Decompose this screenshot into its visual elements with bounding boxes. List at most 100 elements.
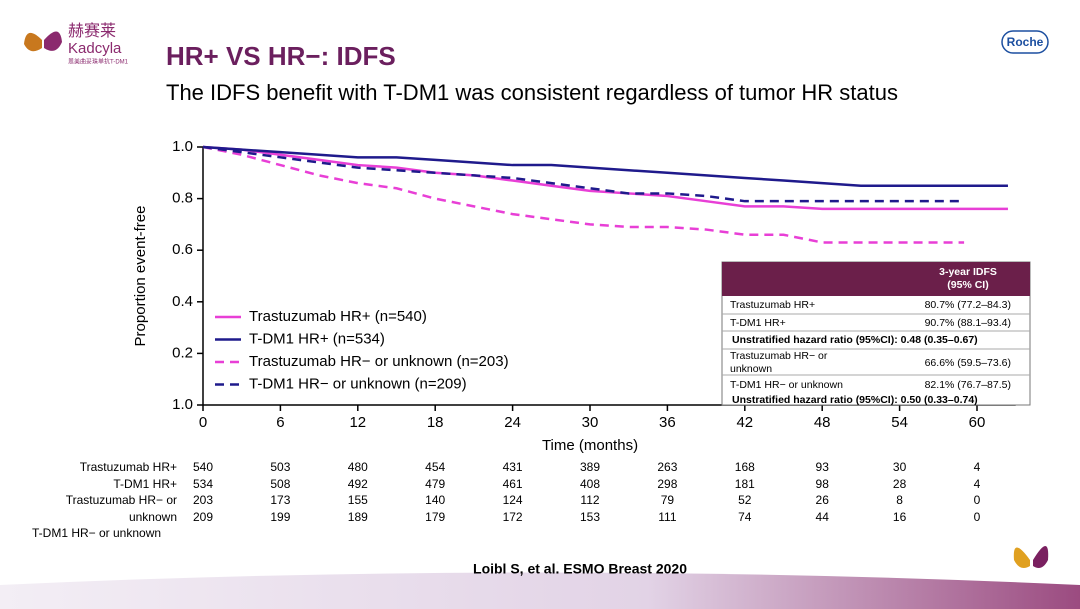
y-tick-label: 0.4	[172, 293, 193, 310]
brand: Roche	[1007, 35, 1044, 49]
risk-count: 112	[580, 493, 599, 507]
risk-count: 431	[503, 460, 523, 474]
risk-count: 52	[738, 493, 752, 507]
x-tick-label: 54	[891, 414, 908, 431]
risk-count: 492	[348, 477, 368, 491]
subtitle: The IDFS benefit with T-DM1 was consiste…	[166, 80, 898, 105]
risk-count: 168	[735, 460, 755, 474]
y-tick-label: 0.2	[172, 344, 193, 361]
risk-count: 79	[661, 493, 675, 507]
risk-count: 209	[193, 510, 213, 524]
x-tick-label: 48	[814, 414, 831, 431]
risk-count: 203	[193, 493, 213, 507]
risk-count: 111	[658, 510, 677, 524]
idfs-row-label: Trastuzumab HR+	[730, 299, 815, 311]
risk-count: 28	[893, 477, 907, 491]
risk-count: 44	[816, 510, 830, 524]
risk-count: 263	[657, 460, 677, 474]
y-tick-label: 0.8	[172, 190, 193, 207]
idfs-row-value: 80.7% (77.2–84.3)	[925, 299, 1011, 311]
x-axis-label: Time (months)	[542, 437, 638, 454]
y-tick-label: 1.0	[172, 396, 193, 413]
risk-row-label: T-DM1 HR+	[113, 477, 177, 491]
x-tick-label: 0	[199, 414, 207, 431]
risk-count: 480	[348, 460, 368, 474]
risk-count: 4	[974, 477, 981, 491]
risk-count: 199	[270, 510, 290, 524]
risk-count: 534	[193, 477, 213, 491]
risk-count: 540	[193, 460, 213, 474]
x-tick-label: 36	[659, 414, 676, 431]
brand-badge	[1001, 30, 1049, 54]
corner-butterfly	[1013, 546, 1049, 568]
chart: 1.00.20.40.60.81.00 6 12 18 24 30 36 42 48 54 60Ti…	[32, 138, 1031, 540]
risk-count: 389	[580, 460, 600, 474]
idfs-row-value: 90.7% (88.1–93.4)	[925, 317, 1011, 329]
risk-count: 124	[503, 493, 523, 507]
risk-row-label: Trastuzumab HR+	[80, 460, 177, 474]
x-tick-label: 18	[427, 414, 444, 431]
idfs-hazard-ratio: Unstratified hazard ratio (95%CI): 0.48 …	[732, 334, 978, 346]
km-curve	[202, 145, 1008, 211]
citation: Loibl S, et al. ESMO Breast 2020	[473, 561, 687, 577]
title: HR+ VS HR−: IDFS	[166, 41, 396, 71]
x-tick-label: 60	[969, 414, 986, 431]
y-tick-label: 1.0	[172, 138, 193, 155]
risk-count: 461	[503, 477, 523, 491]
legend-label: T-DM1 HR+ (n=534)	[249, 330, 385, 347]
risk-count: 408	[580, 477, 600, 491]
idfs-hazard-ratio: Unstratified hazard ratio (95%CI): 0.50 …	[732, 394, 978, 406]
risk-count: 4	[974, 460, 981, 474]
risk-count: 8	[896, 493, 903, 507]
risk-count: 140	[425, 493, 445, 507]
risk-count: 479	[425, 477, 445, 491]
risk-count: 155	[348, 493, 368, 507]
idfs-table-header: (95% CI)	[947, 279, 988, 291]
idfs-row-label: T-DM1 HR+	[730, 317, 786, 329]
risk-count: 153	[580, 510, 600, 524]
y-axis-label: Proportion event-free	[132, 206, 149, 347]
legend-label: Trastuzumab HR− or unknown (n=203)	[249, 353, 509, 370]
risk-count: 508	[270, 477, 290, 491]
x-tick-label: 42	[736, 414, 753, 431]
risk-row-label: Trastuzumab HR− or	[66, 493, 177, 507]
risk-count: 26	[816, 493, 830, 507]
idfs-row-label-line: unknown	[730, 363, 772, 375]
idfs-table-header-bg	[722, 262, 1030, 296]
km-curve	[202, 145, 965, 203]
idfs-row-label: Trastuzumab HR− or unknown	[730, 350, 828, 375]
idfs-row-value: 82.1% (76.7–87.5)	[925, 379, 1011, 391]
x-tick-label: 24	[504, 414, 521, 431]
x-tick-label: 30	[582, 414, 599, 431]
km-curve	[202, 145, 965, 244]
idfs-row-label: T-DM1 HR− or unknown	[730, 379, 843, 391]
idfs-row-value: 66.6% (59.5–73.6)	[925, 357, 1011, 369]
risk-count: 0	[974, 493, 981, 507]
logo-butterfly	[24, 31, 62, 52]
risk-count: 93	[816, 460, 830, 474]
risk-count: 189	[348, 510, 368, 524]
y-tick-label: 0.6	[172, 241, 193, 258]
risk-count: 30	[893, 460, 907, 474]
risk-count: 173	[270, 493, 290, 507]
idfs-table-header: 3-year IDFS	[939, 266, 997, 278]
logo-sub: 恩美曲妥珠单抗T-DM1	[68, 58, 129, 66]
risk-count: 98	[816, 477, 830, 491]
risk-row-label: T-DM1 HR− or unknown	[32, 526, 161, 540]
x-tick-label: 6	[276, 414, 284, 431]
km-curve	[202, 145, 1008, 187]
x-tick-label: 12	[349, 414, 366, 431]
idfs-row-label-line: Trastuzumab HR− or	[730, 350, 828, 362]
risk-count: 179	[425, 510, 445, 524]
risk-count: 181	[735, 477, 755, 491]
risk-count: 454	[425, 460, 445, 474]
risk-count: 298	[657, 477, 677, 491]
decor-band	[0, 572, 1080, 609]
risk-count: 16	[893, 510, 907, 524]
risk-count: 74	[738, 510, 752, 524]
logo-cn: 赫赛莱	[68, 21, 116, 40]
risk-count: 0	[974, 510, 981, 524]
risk-count: 172	[503, 510, 523, 524]
logo-en: Kadcyla	[68, 40, 122, 57]
